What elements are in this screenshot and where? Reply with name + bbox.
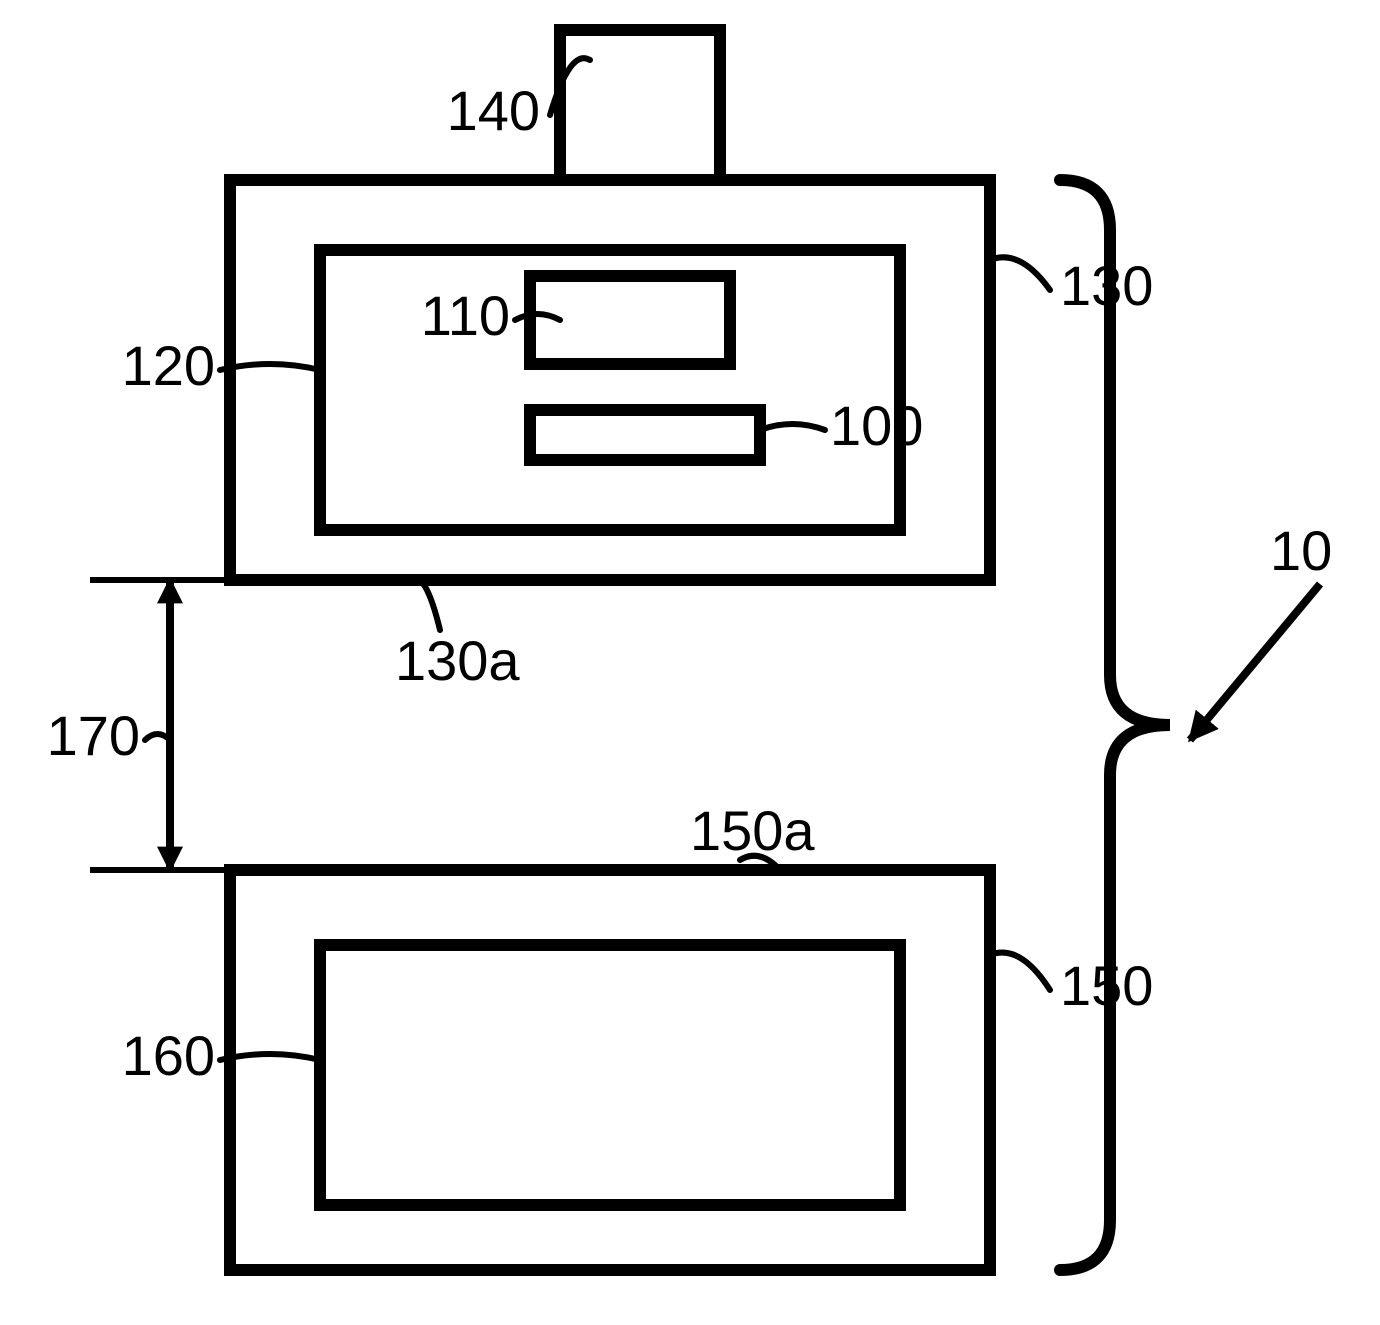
box-120 (320, 250, 900, 530)
label-170: 170 (47, 704, 140, 767)
label-120: 120 (122, 334, 215, 397)
label-150: 150 (1060, 954, 1153, 1017)
label-10: 10 (1270, 519, 1332, 582)
box-160 (320, 945, 900, 1205)
lead-170 (145, 734, 170, 740)
label-100: 100 (830, 394, 923, 457)
lead-110 (515, 314, 560, 320)
box-140 (560, 30, 720, 180)
assembly-brace (1060, 180, 1170, 1270)
label-140: 140 (447, 79, 540, 142)
pointer-10-arrow (1190, 584, 1320, 740)
lead-120 (220, 364, 320, 370)
label-130a: 130a (395, 629, 520, 692)
label-110: 110 (421, 284, 510, 347)
label-130: 130 (1060, 254, 1153, 317)
lead-150 (990, 953, 1050, 990)
lead-130 (990, 257, 1050, 290)
lead-160 (220, 1054, 320, 1060)
box-130 (230, 180, 990, 580)
lead-100 (760, 424, 825, 430)
label-160: 160 (122, 1024, 215, 1087)
label-150a: 150a (690, 799, 815, 862)
box-100 (530, 410, 760, 460)
